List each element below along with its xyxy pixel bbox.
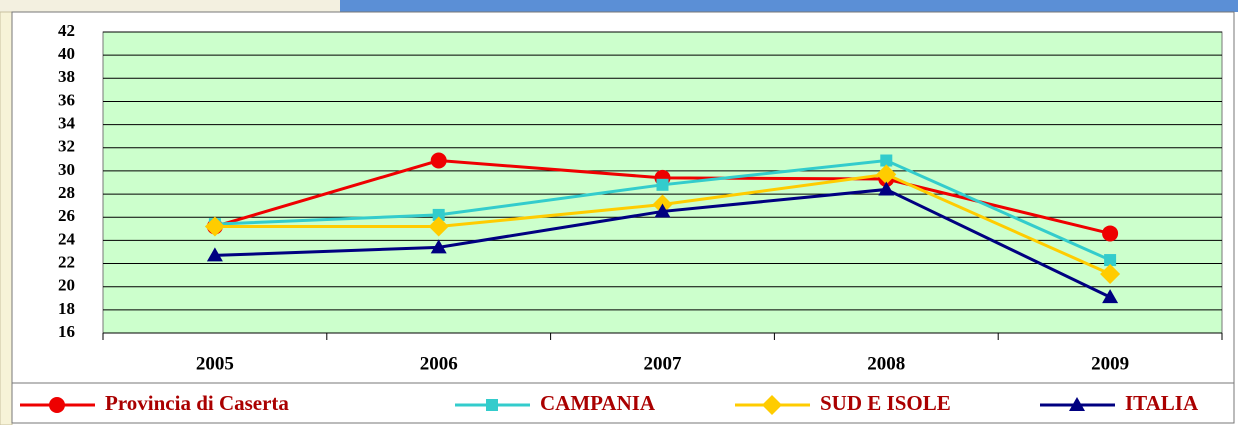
data-point: [1102, 289, 1119, 304]
y-tick-label: 18: [58, 299, 75, 318]
y-tick-label: 20: [58, 276, 75, 295]
legend-label: SUD E ISOLE: [820, 391, 951, 415]
data-point: [204, 216, 225, 237]
y-tick-label: 40: [58, 44, 75, 63]
y-tick-label: 30: [58, 160, 75, 179]
y-tick-label: 34: [58, 114, 76, 133]
y-tick-label: 32: [58, 137, 75, 156]
y-tick-label: 22: [58, 252, 75, 271]
x-tick-label: 2005: [196, 353, 234, 374]
legend-marker: [486, 399, 498, 411]
y-tick-label: 28: [58, 183, 75, 202]
y-tick-label: 36: [58, 90, 75, 109]
legend-label: CAMPANIA: [540, 391, 656, 415]
y-tick-label: 24: [58, 229, 76, 248]
y-tick-label: 42: [58, 21, 75, 40]
data-point: [656, 178, 669, 191]
sheet-row-headers: [0, 11, 13, 425]
data-point: [876, 164, 897, 185]
data-point: [878, 181, 895, 196]
data-point: [654, 203, 671, 218]
y-tick-label: 16: [58, 322, 75, 341]
x-tick-label: 2008: [867, 353, 905, 374]
data-point: [206, 247, 223, 262]
data-point: [1102, 225, 1119, 242]
x-tick-label: 2009: [1091, 353, 1129, 374]
data-point: [1104, 254, 1117, 267]
data-point: [430, 239, 447, 254]
legend-marker: [762, 395, 782, 415]
legend-label: ITALIA: [1125, 391, 1199, 415]
y-tick-label: 38: [58, 67, 75, 86]
legend-label: Provincia di Caserta: [105, 391, 289, 415]
sheet-header-selected: [340, 0, 1238, 12]
x-tick-label: 2007: [644, 353, 683, 374]
y-tick-label: 26: [58, 206, 75, 225]
data-point: [428, 216, 449, 237]
data-point: [432, 208, 445, 221]
data-point: [430, 152, 447, 169]
x-tick-label: 2006: [420, 353, 458, 374]
legend-marker: [49, 397, 65, 413]
data-point: [880, 154, 893, 167]
legend-marker: [1069, 397, 1085, 411]
data-point: [1100, 263, 1121, 284]
sheet-header: [0, 0, 340, 12]
